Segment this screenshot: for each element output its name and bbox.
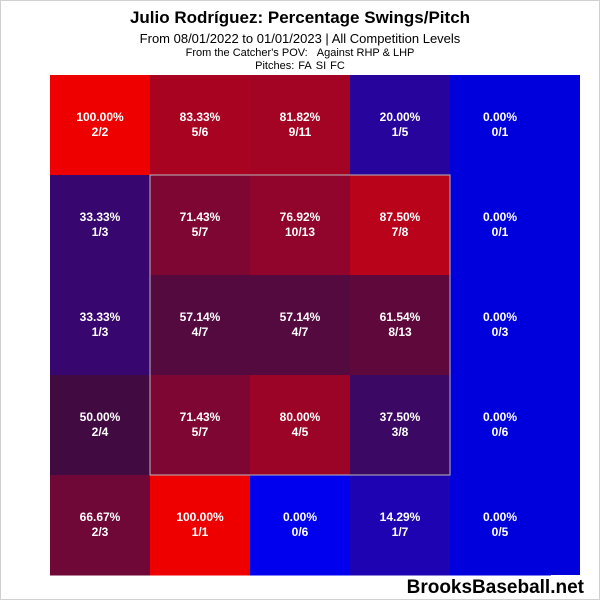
heatmap-cell bbox=[350, 275, 451, 376]
heatmap-cell bbox=[150, 375, 251, 476]
cell-fraction-label: 5/7 bbox=[192, 425, 209, 439]
cell-fraction-label: 4/7 bbox=[292, 325, 309, 339]
heatmap-cell bbox=[450, 75, 551, 176]
cell-percent-label: 61.54% bbox=[380, 310, 421, 324]
cell-fraction-label: 0/1 bbox=[492, 125, 509, 139]
cell-fraction-label: 9/11 bbox=[289, 125, 312, 139]
chart-title: Julio Rodríguez: Percentage Swings/Pitch bbox=[129, 8, 471, 27]
cell-percent-label: 100.00% bbox=[76, 110, 124, 124]
heatmap-cell bbox=[350, 75, 451, 176]
cell-fraction-label: 1/3 bbox=[92, 325, 109, 339]
heatmap-cell bbox=[250, 175, 351, 276]
cell-fraction-label: 4/5 bbox=[292, 425, 309, 439]
cell-percent-label: 83.33% bbox=[180, 110, 221, 124]
pov-note: From the Catcher's POV: Against RHP & LHP bbox=[0, 47, 600, 59]
cell-percent-label: 57.14% bbox=[280, 310, 321, 324]
heatmap-cell bbox=[50, 275, 151, 376]
heatmap-cell bbox=[450, 175, 551, 276]
heatmap-cell bbox=[150, 175, 251, 276]
cell-fraction-label: 1/3 bbox=[92, 225, 109, 239]
cell-fraction-label: 0/5 bbox=[492, 525, 509, 539]
heatmap-cell bbox=[250, 275, 351, 376]
cell-percent-label: 20.00% bbox=[380, 110, 421, 124]
cell-fraction-label: 10/13 bbox=[285, 225, 315, 239]
heatmap-cell bbox=[250, 475, 351, 576]
cell-fraction-label: 2/2 bbox=[92, 125, 109, 139]
cell-fraction-label: 8/13 bbox=[388, 325, 412, 339]
heatmap-cell bbox=[50, 475, 151, 576]
cell-percent-label: 14.29% bbox=[380, 510, 421, 524]
brooks-watermark: BrooksBaseball.net bbox=[406, 577, 584, 598]
cell-percent-label: 0.00% bbox=[483, 310, 517, 324]
cell-percent-label: 66.67% bbox=[80, 510, 121, 524]
cell-fraction-label: 5/6 bbox=[192, 125, 209, 139]
cell-percent-label: 0.00% bbox=[483, 110, 517, 124]
heatmap-cell bbox=[150, 275, 251, 376]
pitch-type: FC bbox=[330, 60, 345, 72]
cell-percent-label: 33.33% bbox=[80, 310, 121, 324]
cell-fraction-label: 3/8 bbox=[392, 425, 409, 439]
chart-subtitle: From 08/01/2022 to 01/01/2023 | All Comp… bbox=[139, 31, 461, 46]
heatmap-cell bbox=[50, 175, 151, 276]
heatmap-cell bbox=[450, 275, 551, 376]
heatmap-cell bbox=[350, 375, 451, 476]
cell-percent-label: 81.82% bbox=[280, 110, 321, 124]
cell-fraction-label: 4/7 bbox=[192, 325, 209, 339]
cell-percent-label: 0.00% bbox=[483, 410, 517, 424]
heatmap-cell bbox=[350, 475, 451, 576]
pov-handedness: Against RHP & LHP bbox=[316, 47, 415, 59]
cell-percent-label: 71.43% bbox=[180, 210, 221, 224]
cell-percent-label: 87.50% bbox=[380, 210, 421, 224]
cell-fraction-label: 2/4 bbox=[92, 425, 109, 439]
cell-fraction-label: 2/3 bbox=[92, 525, 109, 539]
cell-percent-label: 57.14% bbox=[180, 310, 221, 324]
cell-percent-label: 50.00% bbox=[80, 410, 121, 424]
cell-fraction-label: 1/7 bbox=[392, 525, 409, 539]
cell-fraction-label: 0/6 bbox=[492, 425, 509, 439]
cell-percent-label: 37.50% bbox=[380, 410, 421, 424]
cell-percent-label: 0.00% bbox=[483, 510, 517, 524]
pitches-note: Pitches: FA SI FC bbox=[0, 60, 600, 72]
heatmap-cell bbox=[150, 475, 251, 576]
cell-percent-label: 100.00% bbox=[176, 510, 224, 524]
heatmap-cell bbox=[450, 375, 551, 476]
cell-percent-label: 80.00% bbox=[280, 410, 321, 424]
pitches-label: Pitches: bbox=[255, 60, 295, 72]
cell-fraction-label: 0/1 bbox=[492, 225, 509, 239]
heatmap-cell bbox=[50, 375, 151, 476]
cell-percent-label: 71.43% bbox=[180, 410, 221, 424]
heatmap-cell bbox=[150, 75, 251, 176]
cell-percent-label: 0.00% bbox=[283, 510, 317, 524]
cell-percent-label: 0.00% bbox=[483, 210, 517, 224]
cell-fraction-label: 1/1 bbox=[192, 525, 209, 539]
cell-fraction-label: 5/7 bbox=[192, 225, 209, 239]
heatmap-cell bbox=[250, 375, 351, 476]
cell-fraction-label: 0/6 bbox=[292, 525, 309, 539]
heatmap-cell bbox=[50, 75, 151, 176]
pov-perspective: From the Catcher's POV: bbox=[185, 47, 308, 59]
heatmap-cell bbox=[450, 475, 551, 576]
cell-fraction-label: 7/8 bbox=[392, 225, 409, 239]
cell-fraction-label: 0/3 bbox=[492, 325, 509, 339]
pitch-type: FA bbox=[298, 60, 312, 72]
heatmap-cell bbox=[350, 175, 451, 276]
cell-fraction-label: 1/5 bbox=[392, 125, 409, 139]
heatmap-edge-band bbox=[550, 75, 580, 575]
strike-zone-outline bbox=[149, 174, 451, 476]
heatmap-cell bbox=[250, 75, 351, 176]
cell-percent-label: 76.92% bbox=[280, 210, 321, 224]
cell-percent-label: 33.33% bbox=[80, 210, 121, 224]
pitch-type: SI bbox=[315, 60, 327, 72]
